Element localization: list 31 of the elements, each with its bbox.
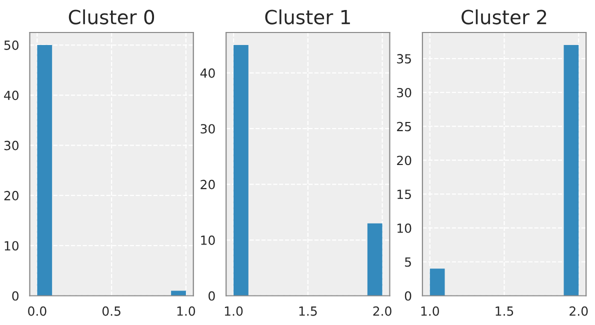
y-tick-label: 20	[4, 190, 19, 200]
y-tick-label: 20	[200, 180, 215, 190]
chart-title: Cluster 2	[462, 9, 546, 24]
chart-title: Cluster 1	[265, 9, 350, 24]
y-tick-label: 0	[208, 291, 215, 301]
x-tick-label: 0.5	[102, 306, 120, 316]
y-tick-label: 40	[4, 90, 19, 100]
x-tick-label: 1.0	[224, 306, 243, 316]
y-tick-label: 5	[405, 258, 411, 267]
y-tick-label: 10	[201, 236, 215, 245]
y-tick-label: 0	[12, 291, 19, 301]
y-tick-label: 0	[404, 291, 412, 301]
y-tick-label: 30	[200, 124, 215, 134]
x-tick-label: 1.0	[177, 306, 196, 316]
y-tick-label: 20	[397, 156, 412, 166]
x-tick-label: 1.0	[421, 306, 439, 316]
y-tick-label: 50	[4, 40, 19, 50]
y-tick-label: 25	[397, 122, 411, 132]
x-tick-label: 0.0	[28, 306, 46, 316]
y-tick-label: 40	[200, 68, 215, 78]
y-tick-label: 30	[397, 88, 412, 98]
y-tick-label: 15	[398, 190, 411, 200]
x-tick-label: 1.5	[496, 306, 514, 316]
x-tick-label: 2.0	[570, 306, 588, 316]
y-tick-label: 10	[398, 223, 412, 233]
chart-title: Cluster 0	[68, 9, 154, 24]
y-tick-label: 10	[4, 241, 19, 251]
y-tick-label: 30	[4, 140, 19, 150]
x-tick-label: 2.0	[373, 306, 392, 316]
y-tick-label: 35	[397, 54, 411, 64]
x-tick-label: 1.5	[299, 306, 317, 316]
